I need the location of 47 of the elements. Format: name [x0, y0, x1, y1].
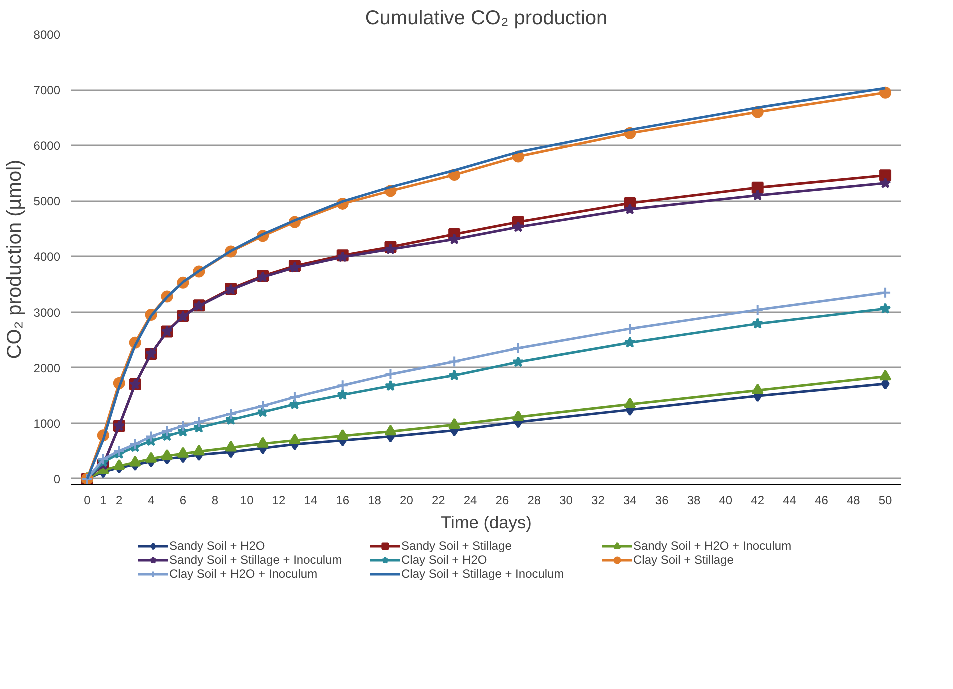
- x-tick-label: 6: [180, 494, 187, 508]
- x-tick-label: 40: [719, 494, 733, 508]
- y-tick-label: 6000: [34, 139, 61, 154]
- x-tick-label: 38: [687, 494, 701, 508]
- y-tick-label: 4000: [34, 250, 61, 264]
- x-tick-label: 30: [560, 494, 574, 508]
- y-tick-label: 5000: [34, 194, 61, 209]
- x-tick-label: 12: [272, 494, 286, 508]
- legend-label: Sandy Soil + Stillage + Inoculum: [170, 553, 344, 567]
- x-tick-label: 44: [783, 494, 797, 508]
- x-tick-label: 22: [432, 494, 446, 508]
- x-axis-title: Time (days): [441, 512, 532, 532]
- legend-label: Clay Soil + Stillage: [634, 553, 735, 567]
- x-tick-label: 42: [751, 494, 765, 508]
- legend-label: Sandy Soil + Stillage: [402, 539, 513, 553]
- x-tick-label: 34: [623, 494, 638, 508]
- x-tick-label: 20: [400, 494, 414, 508]
- y-tick-label: 1000: [34, 416, 61, 431]
- x-tick-label: 32: [592, 494, 606, 508]
- legend-label: Clay Soil + Stillage + Inoculum: [402, 567, 566, 581]
- chart-title: Cumulative CO₂ production: [365, 8, 608, 30]
- x-tick-label: 2: [116, 494, 124, 508]
- x-tick-label: 1: [100, 494, 108, 508]
- x-tick-label: 50: [878, 494, 893, 508]
- y-tick-label: 3000: [34, 306, 61, 320]
- x-tick-label: 8: [212, 494, 219, 508]
- x-tick-label: 0: [84, 494, 92, 508]
- x-tick-label: 26: [496, 494, 510, 508]
- x-tick-label: 10: [240, 494, 254, 508]
- x-tick-label: 28: [528, 494, 542, 508]
- x-tick-label: 16: [336, 494, 350, 508]
- y-axis-title: CO₂ production (µmol): [4, 160, 26, 360]
- x-tick-label: 36: [655, 494, 670, 508]
- y-tick-label: 0: [54, 472, 61, 486]
- x-tick-label: 48: [846, 494, 861, 508]
- x-tick-label: 46: [815, 494, 829, 508]
- y-tick-label: 7000: [34, 84, 61, 98]
- x-tick-label: 14: [304, 494, 318, 508]
- x-tick-label: 18: [368, 494, 382, 508]
- y-tick-label: 2000: [34, 361, 61, 376]
- y-tick-label: 8000: [34, 28, 61, 42]
- x-tick-label: 24: [464, 494, 478, 508]
- x-tick-label: 4: [148, 494, 155, 508]
- legend-label: Sandy Soil + H2O: [170, 539, 266, 553]
- legend-label: Clay Soil + H2O: [402, 553, 488, 567]
- legend-label: Sandy Soil + H2O + Inoculum: [634, 539, 793, 553]
- legend-label: Clay Soil + H2O + Inoculum: [170, 567, 319, 581]
